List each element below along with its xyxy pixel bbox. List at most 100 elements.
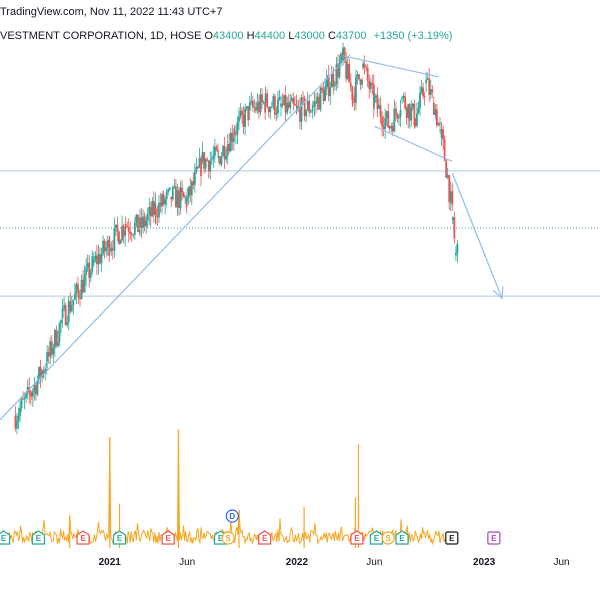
- event-marker-earnings_reported[interactable]: E: [369, 530, 384, 545]
- event-marker-earnings_alt[interactable]: E: [161, 530, 175, 545]
- earnings-icon[interactable]: [258, 530, 272, 545]
- candle-body: [267, 107, 270, 113]
- candle-body: [402, 96, 405, 98]
- candle-body: [423, 96, 426, 98]
- trendline[interactable]: [374, 125, 453, 163]
- candle-body: [142, 216, 144, 228]
- event-markers[interactable]: E E E E E E SDE E E S E E E: [0, 509, 501, 545]
- candle-body: [371, 82, 374, 85]
- event-letter: D: [229, 512, 235, 521]
- candle-body: [343, 47, 346, 62]
- candle-body: [19, 407, 21, 416]
- candle-body: [322, 89, 325, 102]
- projection-arrow-shaft[interactable]: [451, 173, 503, 299]
- candle-body: [399, 110, 402, 118]
- candle-body: [324, 86, 327, 102]
- candle-body: [34, 384, 37, 395]
- candle-body: [145, 220, 148, 227]
- event-letter: E: [1, 534, 7, 543]
- trendline[interactable]: [342, 55, 440, 78]
- event-marker-earnings_reported[interactable]: E: [0, 530, 11, 545]
- earnings-icon[interactable]: [369, 530, 384, 545]
- candle-body: [41, 370, 43, 379]
- event-marker-dividend[interactable]: D: [225, 509, 239, 523]
- candle-body: [46, 351, 49, 362]
- event-marker-split[interactable]: S: [381, 531, 395, 545]
- time-axis-tick-label: 2023: [473, 557, 496, 568]
- split-icon[interactable]: [221, 531, 235, 545]
- candle-body: [190, 181, 193, 196]
- candlesticks: [14, 42, 459, 435]
- candle-body: [456, 243, 459, 254]
- candle-body: [96, 255, 98, 265]
- candle-body: [382, 126, 385, 130]
- candle-body: [156, 215, 159, 218]
- candle-body: [345, 61, 348, 79]
- candle-body: [408, 104, 411, 121]
- candle-body: [170, 196, 173, 200]
- candle-body: [405, 108, 408, 118]
- candle-body: [327, 75, 330, 97]
- event-marker-earnings_alt[interactable]: E: [76, 530, 90, 545]
- event-letter: E: [166, 534, 172, 543]
- time-axis-tick-label: Jun: [553, 557, 569, 568]
- trendline[interactable]: [0, 53, 351, 421]
- event-marker-earnings_reported[interactable]: E: [112, 530, 127, 545]
- candle-body: [449, 191, 452, 203]
- change-value: +1350 (+3.19%): [373, 30, 453, 42]
- event-marker-earnings_latest[interactable]: E: [445, 531, 459, 545]
- earnings-icon[interactable]: [112, 530, 127, 545]
- candle-body: [176, 190, 179, 208]
- candle-body: [278, 97, 281, 100]
- candle-body: [358, 74, 360, 80]
- chart-source-line: TradingView.com, Nov 11, 2022 11:43 UTC+…: [0, 6, 222, 18]
- candle-body: [138, 230, 141, 233]
- candle-body: [349, 82, 352, 87]
- candle-body: [420, 87, 423, 93]
- projection-arrow-head[interactable]: [492, 286, 504, 300]
- earnings-icon[interactable]: [487, 531, 501, 545]
- event-marker-upcoming[interactable]: E: [487, 531, 501, 545]
- earnings-icon[interactable]: [0, 530, 11, 545]
- trendlines[interactable]: [0, 53, 504, 421]
- candle-body: [219, 156, 221, 165]
- candle-body: [393, 108, 396, 132]
- candle-body: [63, 305, 66, 309]
- event-marker-earnings_alt[interactable]: E: [350, 530, 364, 545]
- symbol-name[interactable]: VESTMENT CORPORATION, 1D, HOSE: [0, 30, 202, 42]
- earnings-icon[interactable]: [31, 530, 46, 545]
- ohlc-legend[interactable]: VESTMENT CORPORATION, 1D, HOSE O43400 H4…: [0, 30, 452, 42]
- candle-body: [162, 194, 165, 205]
- event-marker-split[interactable]: S: [221, 531, 235, 545]
- candle-body: [338, 62, 341, 78]
- candle-body: [313, 101, 316, 107]
- earnings-icon[interactable]: [161, 530, 175, 545]
- candle-body: [133, 222, 136, 235]
- candle-body: [36, 380, 39, 395]
- candle-body: [102, 240, 104, 254]
- candle-body: [302, 97, 304, 99]
- candle-body: [116, 224, 119, 232]
- earnings-icon[interactable]: [76, 530, 90, 545]
- candle-body: [94, 255, 97, 261]
- candle-body: [451, 191, 454, 205]
- earnings-icon[interactable]: [445, 531, 459, 545]
- candle-body: [362, 63, 364, 68]
- candle-body: [359, 79, 362, 85]
- candle-body: [143, 216, 146, 227]
- dividend-icon[interactable]: [225, 509, 239, 523]
- candle-body: [241, 110, 243, 116]
- candle-body: [105, 247, 108, 252]
- candle-body: [89, 271, 92, 278]
- earnings-icon[interactable]: [395, 530, 409, 545]
- split-icon[interactable]: [381, 531, 395, 545]
- candle-body: [329, 87, 332, 97]
- candle-body: [283, 95, 286, 106]
- event-letter: E: [218, 534, 224, 543]
- event-marker-earnings_alt[interactable]: E: [258, 530, 272, 545]
- candle-body: [238, 116, 240, 122]
- event-marker-earnings_reported[interactable]: E: [31, 530, 46, 545]
- event-marker-earnings_reported[interactable]: E: [395, 530, 409, 545]
- earnings-icon[interactable]: [350, 530, 364, 545]
